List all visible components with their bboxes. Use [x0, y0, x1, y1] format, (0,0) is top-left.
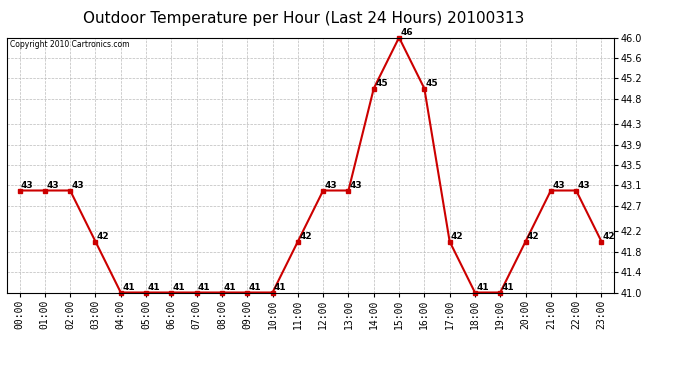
Text: 42: 42 [451, 232, 464, 241]
Text: 45: 45 [375, 79, 388, 88]
Text: 42: 42 [527, 232, 540, 241]
Text: 43: 43 [324, 181, 337, 190]
Text: 43: 43 [21, 181, 34, 190]
Text: 41: 41 [274, 283, 286, 292]
Text: 46: 46 [400, 28, 413, 37]
Text: 43: 43 [350, 181, 362, 190]
Text: 43: 43 [578, 181, 590, 190]
Text: 41: 41 [502, 283, 514, 292]
Text: 45: 45 [426, 79, 438, 88]
Text: 41: 41 [476, 283, 489, 292]
Text: 41: 41 [198, 283, 210, 292]
Text: 42: 42 [603, 232, 615, 241]
Text: 43: 43 [72, 181, 84, 190]
Text: 41: 41 [148, 283, 160, 292]
Text: Copyright 2010 Cartronics.com: Copyright 2010 Cartronics.com [10, 40, 130, 49]
Text: 41: 41 [122, 283, 135, 292]
Text: 41: 41 [172, 283, 186, 292]
Text: 42: 42 [299, 232, 312, 241]
Text: 41: 41 [224, 283, 236, 292]
Text: Outdoor Temperature per Hour (Last 24 Hours) 20100313: Outdoor Temperature per Hour (Last 24 Ho… [83, 11, 524, 26]
Text: 43: 43 [46, 181, 59, 190]
Text: 41: 41 [248, 283, 262, 292]
Text: 43: 43 [552, 181, 565, 190]
Text: 42: 42 [97, 232, 110, 241]
